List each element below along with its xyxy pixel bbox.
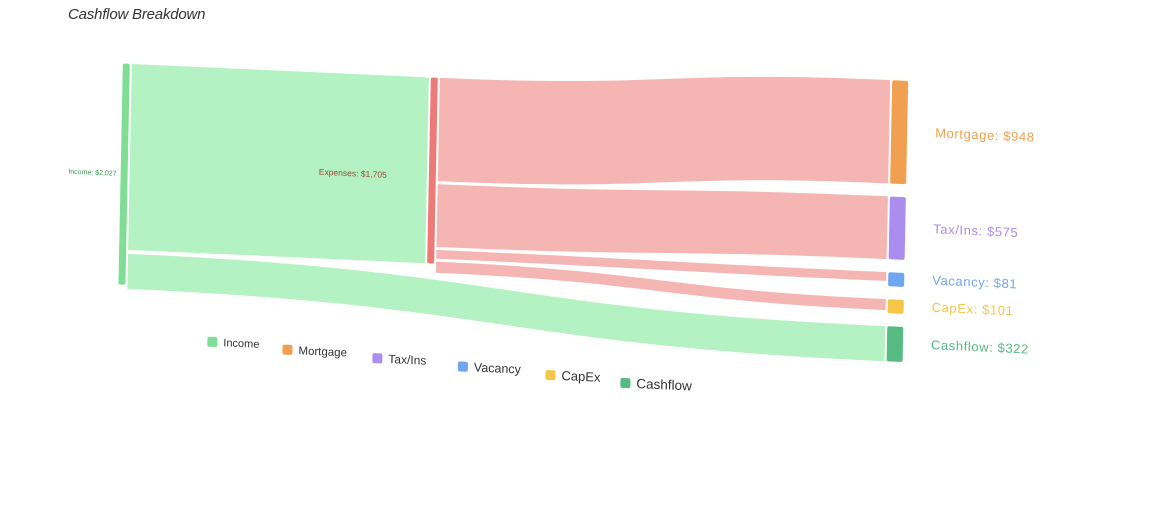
node-label-vacancy: Vacancy: $81 (932, 273, 1017, 292)
legend-item-vacancy: Vacancy (457, 360, 522, 377)
legend-label: CapEx (561, 368, 601, 385)
legend-swatch (620, 377, 631, 389)
node-label-mortgage: Mortgage: $948 (935, 125, 1035, 144)
node-taxins (888, 196, 906, 260)
node-mortgage (890, 80, 909, 185)
legend: Income Mortgage Tax/Ins Vacancy CapEx Cashflo… (207, 336, 692, 394)
node-cashflow (886, 326, 904, 362)
node-label-taxins: Tax/Ins: $575 (933, 221, 1018, 240)
link-income-expenses (128, 63, 429, 264)
link-expenses-taxins (436, 184, 888, 260)
legend-swatch (457, 361, 468, 372)
node-expenses (427, 77, 438, 264)
legend-label: Income (223, 337, 259, 351)
nodes-layer (118, 63, 909, 362)
legend-label: Mortgage (298, 345, 347, 359)
legend-item-taxins: Tax/Ins (372, 352, 427, 368)
legend-swatch (545, 369, 556, 381)
legend-item-mortgage: Mortgage (282, 344, 347, 359)
chart-title: Cashflow Breakdown (68, 6, 206, 23)
legend-label: Vacancy (474, 360, 522, 376)
node-label-expenses: Expenses: $1,705 (319, 167, 387, 180)
node-vacancy (888, 272, 905, 287)
link-expenses-capex (435, 261, 886, 311)
link-income-cashflow (127, 253, 886, 362)
node-label-capex: CapEx: $101 (932, 300, 1014, 319)
legend-label: Tax/Ins (388, 352, 426, 368)
link-expenses-vacancy (436, 249, 887, 281)
legend-item-income: Income (207, 336, 260, 351)
node-capex (887, 299, 904, 314)
legend-item-capex: CapEx (545, 368, 601, 385)
legend-label: Cashflow (636, 376, 692, 393)
links-layer (127, 63, 891, 362)
legend-swatch (372, 353, 383, 364)
legend-swatch (282, 344, 293, 355)
labels-layer: Income: $2,027 Expenses: $1,705 Mortgage: … (68, 125, 1035, 356)
node-label-cashflow: Cashflow: $322 (931, 337, 1029, 356)
node-income (118, 63, 130, 285)
link-expenses-mortgage (437, 76, 891, 185)
legend-item-cashflow: Cashflow (620, 376, 692, 394)
node-label-income: Income: $2,027 (68, 169, 116, 178)
legend-swatch (207, 336, 218, 347)
